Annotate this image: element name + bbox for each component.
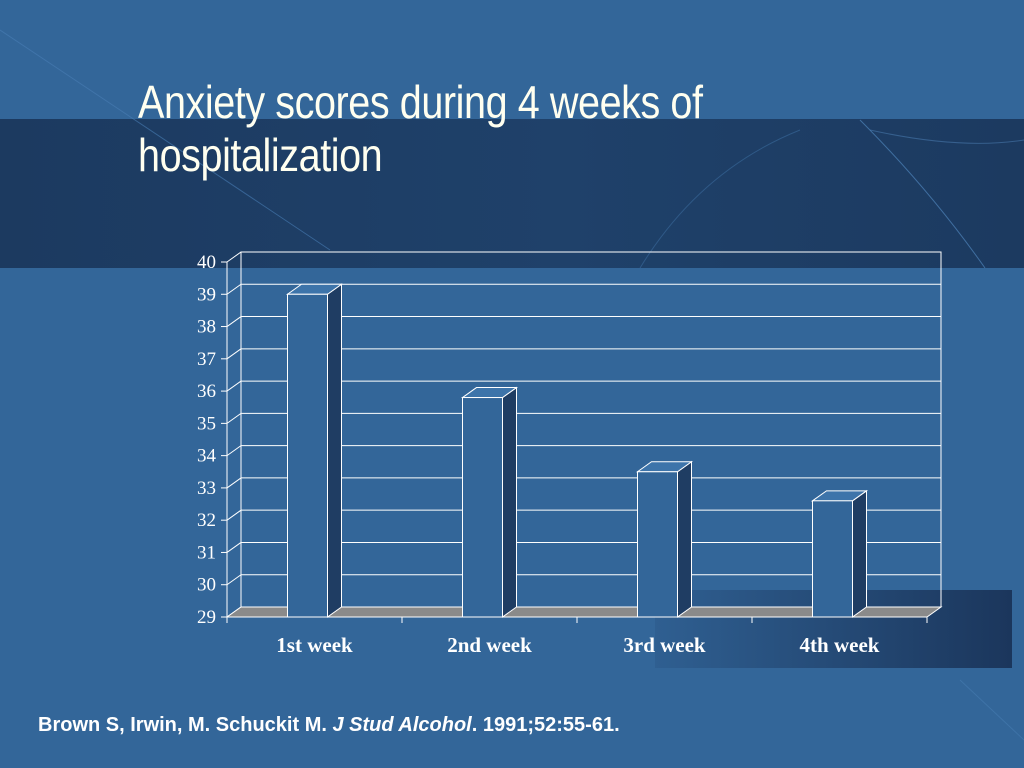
y-tick-label: 34 xyxy=(197,446,217,467)
x-tick-label: 1st week xyxy=(276,633,353,657)
gridline-side xyxy=(226,542,242,553)
bar xyxy=(637,471,678,618)
bar-side xyxy=(327,283,342,618)
slide-title: Anxiety scores during 4 weeks of hospita… xyxy=(138,76,703,181)
x-tick-label: 3rd week xyxy=(623,633,706,657)
y-tick-label: 36 xyxy=(197,381,216,402)
gridline-side xyxy=(226,445,242,457)
gridline-side xyxy=(226,574,242,586)
gridline-side xyxy=(226,477,242,489)
gridline-side xyxy=(226,509,242,521)
y-tick-label: 31 xyxy=(197,542,216,563)
citation: Brown S, Irwin, M. Schuckit M. J Stud Al… xyxy=(38,710,738,740)
y-tick-label: 40 xyxy=(197,252,216,273)
y-tick-label: 35 xyxy=(197,413,216,434)
x-tick-label: 2nd week xyxy=(447,633,532,657)
y-tick-label: 39 xyxy=(197,284,216,305)
y-tick-label: 38 xyxy=(197,317,216,338)
bar-side xyxy=(502,386,517,618)
y-tick-label: 29 xyxy=(197,607,216,628)
y-tick-label: 32 xyxy=(197,510,216,531)
y-tick-label: 37 xyxy=(197,349,216,370)
citation-authors: Brown S, Irwin, M. Schuckit M. xyxy=(38,714,333,736)
y-tick-label: 33 xyxy=(197,478,216,499)
gridline-side xyxy=(226,316,242,327)
gridline-side xyxy=(226,251,242,263)
citation-details: . 1991;52:55-61. xyxy=(471,714,620,736)
bar xyxy=(287,293,328,618)
gridline-side xyxy=(226,348,242,360)
gridline-side xyxy=(226,412,242,424)
x-tick-label: 4th week xyxy=(800,633,880,657)
gridline-side xyxy=(226,380,242,392)
bar-side xyxy=(852,489,867,618)
bar-side xyxy=(677,460,692,618)
gridline-side xyxy=(226,283,242,295)
bar xyxy=(812,500,853,618)
bar xyxy=(462,397,503,618)
y-tick-label: 30 xyxy=(197,575,216,596)
citation-journal: J Stud Alcohol xyxy=(332,714,472,736)
